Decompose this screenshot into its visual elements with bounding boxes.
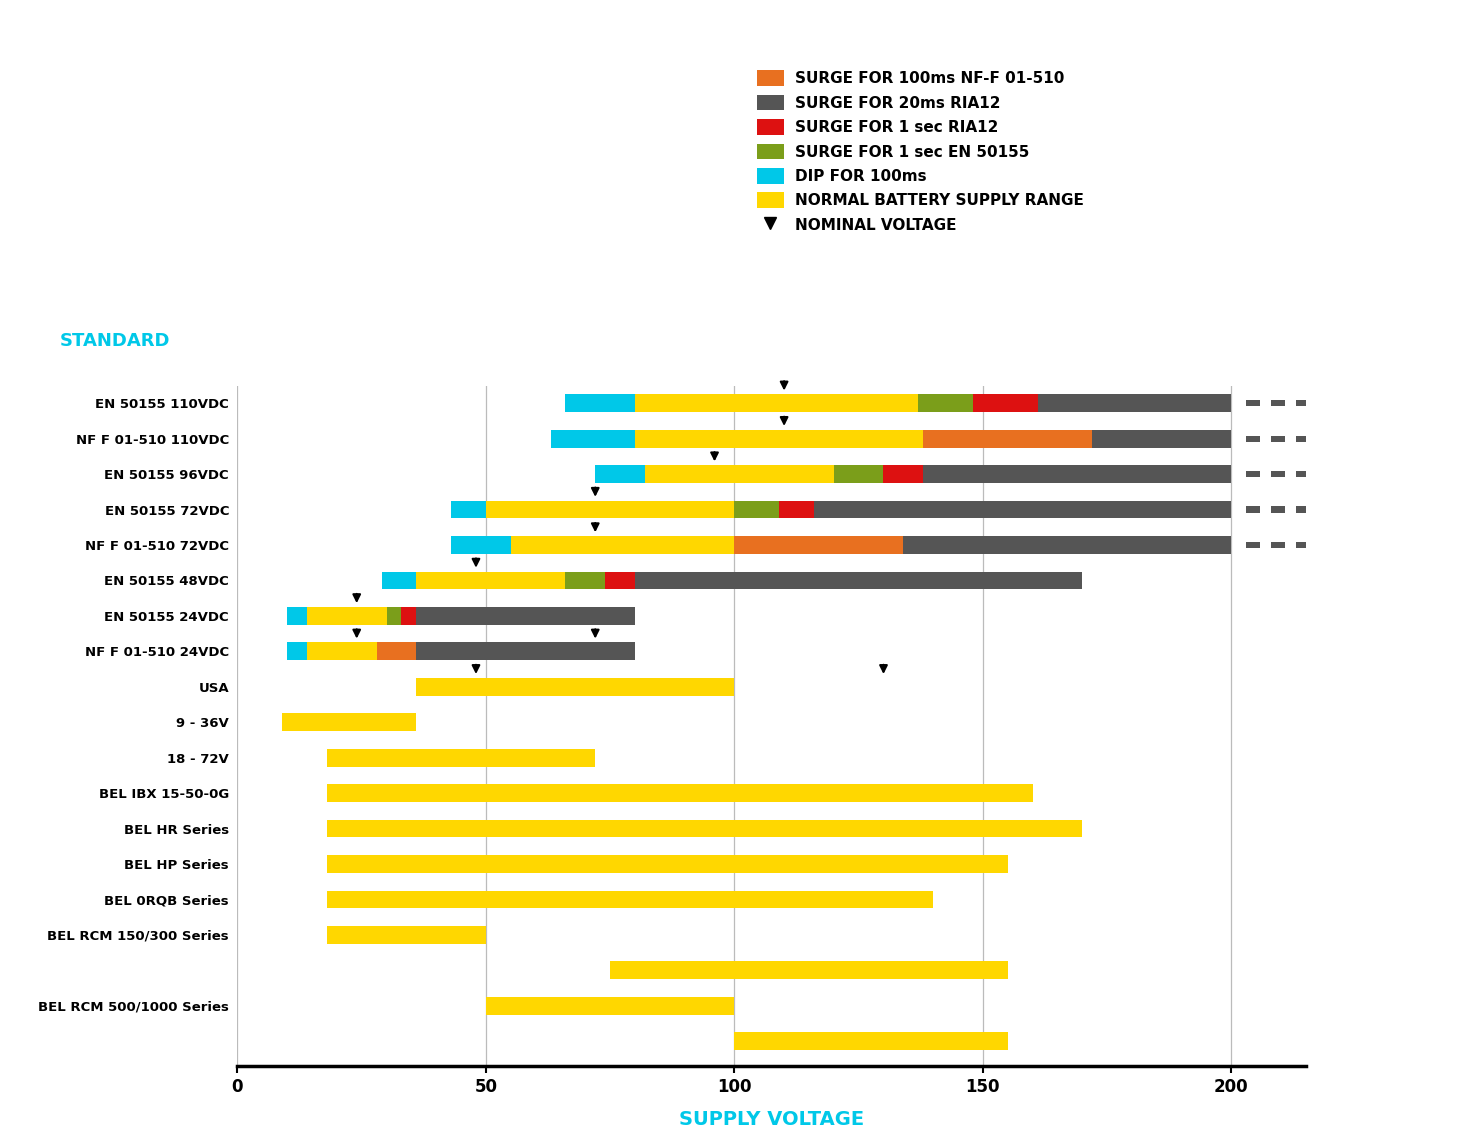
Bar: [565, 395, 635, 412]
Bar: [286, 643, 307, 660]
Bar: [779, 501, 813, 518]
Bar: [595, 465, 646, 483]
Bar: [551, 430, 635, 448]
Bar: [919, 395, 974, 412]
Bar: [635, 430, 923, 448]
Bar: [1296, 400, 1310, 406]
Bar: [1321, 507, 1334, 513]
Bar: [735, 1032, 1008, 1050]
Bar: [1247, 471, 1260, 477]
Bar: [326, 890, 933, 908]
Bar: [326, 820, 1082, 837]
Bar: [813, 501, 1232, 518]
Bar: [904, 536, 1232, 553]
Bar: [1272, 471, 1285, 477]
Bar: [451, 501, 485, 518]
Bar: [485, 997, 735, 1015]
Bar: [974, 395, 1037, 412]
Bar: [834, 465, 883, 483]
X-axis label: SUPPLY VOLTAGE: SUPPLY VOLTAGE: [680, 1110, 864, 1128]
Bar: [1272, 507, 1285, 513]
Bar: [485, 501, 735, 518]
Bar: [326, 855, 1008, 873]
Bar: [326, 785, 1033, 802]
Bar: [923, 465, 1232, 483]
Bar: [735, 536, 904, 553]
Bar: [1321, 471, 1334, 477]
Bar: [282, 713, 417, 731]
Bar: [1296, 542, 1310, 548]
Bar: [1272, 400, 1285, 406]
Bar: [605, 572, 635, 590]
Bar: [635, 395, 919, 412]
Bar: [1247, 507, 1260, 513]
Bar: [1092, 430, 1232, 448]
Bar: [510, 536, 735, 553]
Bar: [386, 607, 402, 625]
Bar: [1272, 435, 1285, 442]
Bar: [610, 962, 1008, 979]
Bar: [286, 607, 307, 625]
Bar: [326, 926, 485, 943]
Bar: [377, 643, 417, 660]
Bar: [1321, 400, 1334, 406]
Bar: [1247, 400, 1260, 406]
Bar: [417, 572, 565, 590]
Bar: [735, 501, 779, 518]
Bar: [1247, 435, 1260, 442]
Legend: SURGE FOR 100ms NF-F 01-510, SURGE FOR 20ms RIA12, SURGE FOR 1 sec RIA12, SURGE : SURGE FOR 100ms NF-F 01-510, SURGE FOR 2…: [751, 65, 1089, 239]
Bar: [635, 572, 1082, 590]
Bar: [417, 643, 635, 660]
Bar: [1296, 471, 1310, 477]
Bar: [451, 536, 510, 553]
Text: STANDARD: STANDARD: [59, 332, 169, 350]
Bar: [402, 607, 417, 625]
Bar: [307, 607, 386, 625]
Bar: [646, 465, 834, 483]
Bar: [565, 572, 605, 590]
Bar: [307, 643, 377, 660]
Bar: [883, 465, 923, 483]
Bar: [1247, 542, 1260, 548]
Bar: [1321, 435, 1334, 442]
Bar: [1296, 435, 1310, 442]
Bar: [923, 430, 1092, 448]
Bar: [1037, 395, 1232, 412]
Bar: [417, 607, 635, 625]
Bar: [1321, 542, 1334, 548]
Bar: [1296, 507, 1310, 513]
Bar: [417, 678, 735, 695]
Bar: [326, 748, 595, 767]
Bar: [381, 572, 417, 590]
Bar: [1272, 542, 1285, 548]
